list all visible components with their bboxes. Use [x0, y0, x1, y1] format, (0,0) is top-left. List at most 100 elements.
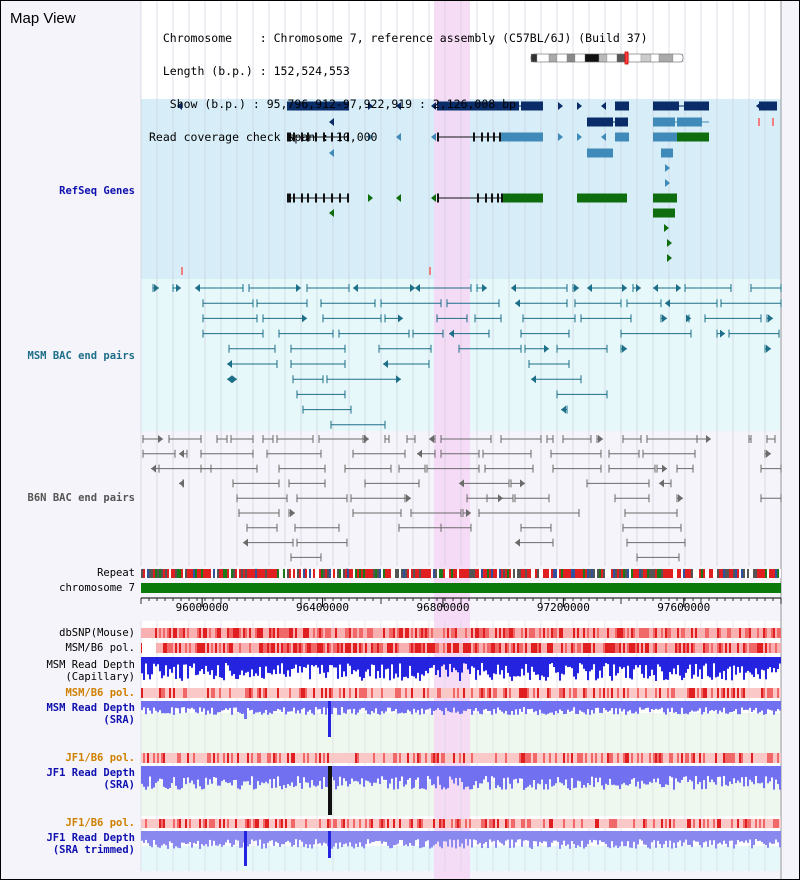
msm-sra-depth-bar: [309, 701, 311, 710]
gene-marker: [772, 118, 774, 126]
jf1-trim-depth-bar: [153, 831, 155, 840]
repeat-bar: [279, 569, 281, 578]
repeat-bar: [351, 569, 353, 578]
repeat-bar: [229, 569, 231, 578]
jf1-sra-depth-bar: [345, 766, 347, 782]
bac-end: [227, 375, 232, 384]
jf1-b6-pol-strip: [559, 753, 561, 763]
dbsnp-strip: [455, 628, 457, 638]
msm-b6-pol-strip: [381, 643, 383, 653]
gene-arrow: [431, 133, 436, 141]
repeat-bar: [741, 569, 743, 578]
jf1-b6-pol-trim-strip: [339, 819, 341, 828]
bac-end: [659, 479, 664, 488]
track-label-jf1-b6-pol[interactable]: JF1/B6 pol.: [65, 752, 135, 764]
msm-sra-depth-bar: [577, 701, 579, 715]
jf1-b6-pol-strip: [287, 753, 289, 763]
jf1-b6-pol-trim-strip: [767, 819, 769, 828]
msm-capillary-depth-bar: [313, 657, 315, 667]
jf1-b6-pol-trim-strip: [603, 819, 605, 828]
repeat-bar: [777, 569, 779, 578]
msm-b6-pol-sra-strip: [383, 688, 385, 698]
msm-b6-pol-strip: [655, 643, 657, 653]
jf1-sra-depth-bar: [379, 766, 381, 785]
track-label-repeat[interactable]: Repeat: [97, 567, 135, 579]
jf1-b6-pol-strip: [199, 753, 201, 763]
jf1-sra-depth-bar: [579, 766, 581, 782]
msm-b6-pol-sra-strip: [399, 688, 401, 698]
msm-capillary-depth-bar: [171, 657, 173, 673]
track-label-b6n-bac[interactable]: B6N BAC end pairs: [27, 492, 135, 504]
msm-b6-pol-sra-strip: [765, 688, 767, 698]
jf1-sra-depth-bar: [613, 766, 615, 785]
jf1-trim-depth-bar: [195, 831, 197, 844]
jf1-b6-pol-trim-strip: [233, 819, 235, 828]
dbsnp-strip: [309, 628, 311, 638]
jf1-b6-pol-strip: [581, 753, 583, 763]
msm-b6-pol-strip: [265, 643, 267, 653]
jf1-b6-pol-strip: [611, 753, 613, 763]
msm-b6-pol-strip: [271, 643, 273, 653]
msm-capillary-depth-bar: [293, 657, 295, 669]
msm-b6-pol-strip: [287, 643, 289, 653]
track-label-msm-read-depth-sra[interactable]: MSM Read Depth (SRA): [46, 702, 135, 726]
jf1-b6-pol-trim-strip: [357, 819, 359, 828]
msm-capillary-depth-bar: [503, 657, 505, 679]
msm-capillary-depth-bar: [153, 657, 155, 664]
msm-sra-depth-bar: [605, 701, 607, 711]
jf1-b6-pol-strip: [541, 753, 543, 763]
jf1-b6-pol-trim-strip: [513, 819, 515, 828]
jf1-b6-pol-strip: [355, 753, 357, 763]
jf1-b6-pol-trim-strip: [645, 819, 647, 828]
msm-capillary-depth-bar: [337, 657, 339, 679]
jf1-b6-pol-strip: [173, 753, 175, 763]
jf1-trim-depth-bar: [755, 831, 757, 840]
jf1-b6-pol-trim-strip: [717, 819, 719, 828]
msm-sra-depth-bar: [567, 701, 569, 710]
track-label-jf1-b6-pol-trimmed[interactable]: JF1/B6 pol.: [65, 817, 135, 829]
repeat-bar: [247, 569, 249, 578]
track-label-msm-read-depth-capillary[interactable]: MSM Read Depth (Capillary): [46, 659, 135, 683]
track-label-jf1-read-depth-trimmed[interactable]: JF1 Read Depth (SRA trimmed): [46, 832, 135, 856]
msm-b6-pol-sra-strip: [215, 688, 217, 698]
jf1-trim-depth-bar: [313, 831, 315, 845]
msm-b6-pol-sra-strip: [145, 688, 147, 698]
msm-b6-pol-sra-strip: [641, 688, 643, 698]
msm-sra-depth-bar: [279, 701, 281, 710]
msm-b6-pol-strip: [301, 643, 303, 653]
track-label-refseq[interactable]: RefSeq Genes: [59, 185, 135, 197]
msm-b6-pol-strip: [637, 643, 639, 653]
repeat-bar: [617, 569, 619, 578]
msm-sra-depth-bar: [581, 701, 583, 712]
repeat-bar: [205, 569, 207, 578]
jf1-trim-depth-bar: [401, 831, 403, 841]
msm-b6-pol-strip: [339, 643, 341, 653]
repeat-bar: [597, 569, 599, 578]
dbsnp-strip: [275, 628, 277, 638]
jf1-b6-pol-trim-strip: [773, 819, 775, 828]
msm-b6-pol-sra-strip: [545, 688, 547, 698]
repeat-bar: [673, 569, 675, 578]
msm-sra-depth-bar: [709, 701, 711, 711]
msm-capillary-depth-bar: [273, 657, 275, 670]
jf1-sra-depth-bar: [775, 766, 777, 780]
msm-sra-depth-bar: [173, 701, 175, 715]
track-label-msm-b6-pol[interactable]: MSM/B6 pol.: [65, 642, 135, 654]
jf1-b6-pol-strip: [417, 753, 419, 763]
track-label-chromosome[interactable]: chromosome 7: [59, 582, 135, 594]
jf1-sra-depth-bar: [689, 766, 691, 780]
jf1-trim-depth-bar: [631, 831, 633, 848]
track-label-msm-b6-pol-sra[interactable]: MSM/B6 pol.: [65, 687, 135, 699]
jf1-b6-pol-strip: [779, 753, 781, 763]
track-label-jf1-read-depth-sra[interactable]: JF1 Read Depth (SRA): [46, 767, 135, 791]
jf1-trim-depth-bar: [557, 831, 559, 842]
jf1-b6-pol-strip: [643, 753, 645, 763]
jf1-trim-depth-bar: [257, 831, 259, 846]
msm-capillary-depth-bar: [181, 657, 183, 681]
jf1-b6-pol-trim-strip: [177, 819, 179, 828]
track-label-msm-bac[interactable]: MSM BAC end pairs: [27, 350, 135, 362]
dbsnp-strip: [643, 628, 645, 638]
track-label-dbsnp[interactable]: dbSNP(Mouse): [59, 627, 135, 639]
msm-sra-depth-bar: [337, 701, 339, 715]
